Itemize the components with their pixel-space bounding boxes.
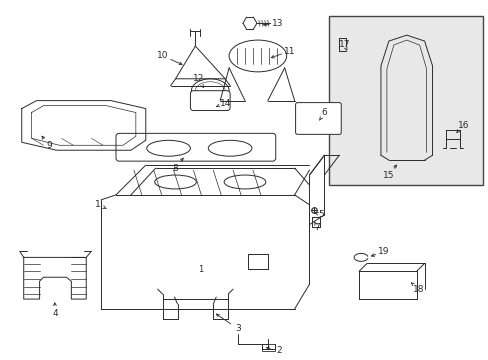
Text: 7: 7 (314, 223, 320, 232)
Text: 10: 10 (157, 51, 168, 60)
Text: 9: 9 (46, 141, 52, 150)
Text: 13: 13 (271, 19, 283, 28)
Bar (328, 16, 482, 185)
Text: 19: 19 (377, 247, 389, 256)
Text: 1: 1 (95, 200, 101, 209)
Text: 12: 12 (192, 74, 203, 83)
Bar (262, 344, 274, 351)
Text: 14: 14 (219, 99, 230, 108)
FancyBboxPatch shape (295, 103, 341, 134)
FancyBboxPatch shape (190, 91, 230, 111)
Text: 11: 11 (284, 46, 295, 55)
Text: 1: 1 (197, 265, 203, 274)
Text: 4: 4 (53, 310, 58, 319)
FancyBboxPatch shape (116, 133, 275, 161)
Text: 5: 5 (318, 210, 324, 219)
Text: 2: 2 (275, 346, 281, 355)
Text: 15: 15 (382, 171, 394, 180)
Text: 3: 3 (235, 324, 241, 333)
Text: 6: 6 (321, 108, 326, 117)
Text: 18: 18 (412, 285, 424, 294)
Text: 17: 17 (338, 40, 349, 49)
Text: 8: 8 (172, 163, 178, 172)
Text: 16: 16 (457, 121, 468, 130)
